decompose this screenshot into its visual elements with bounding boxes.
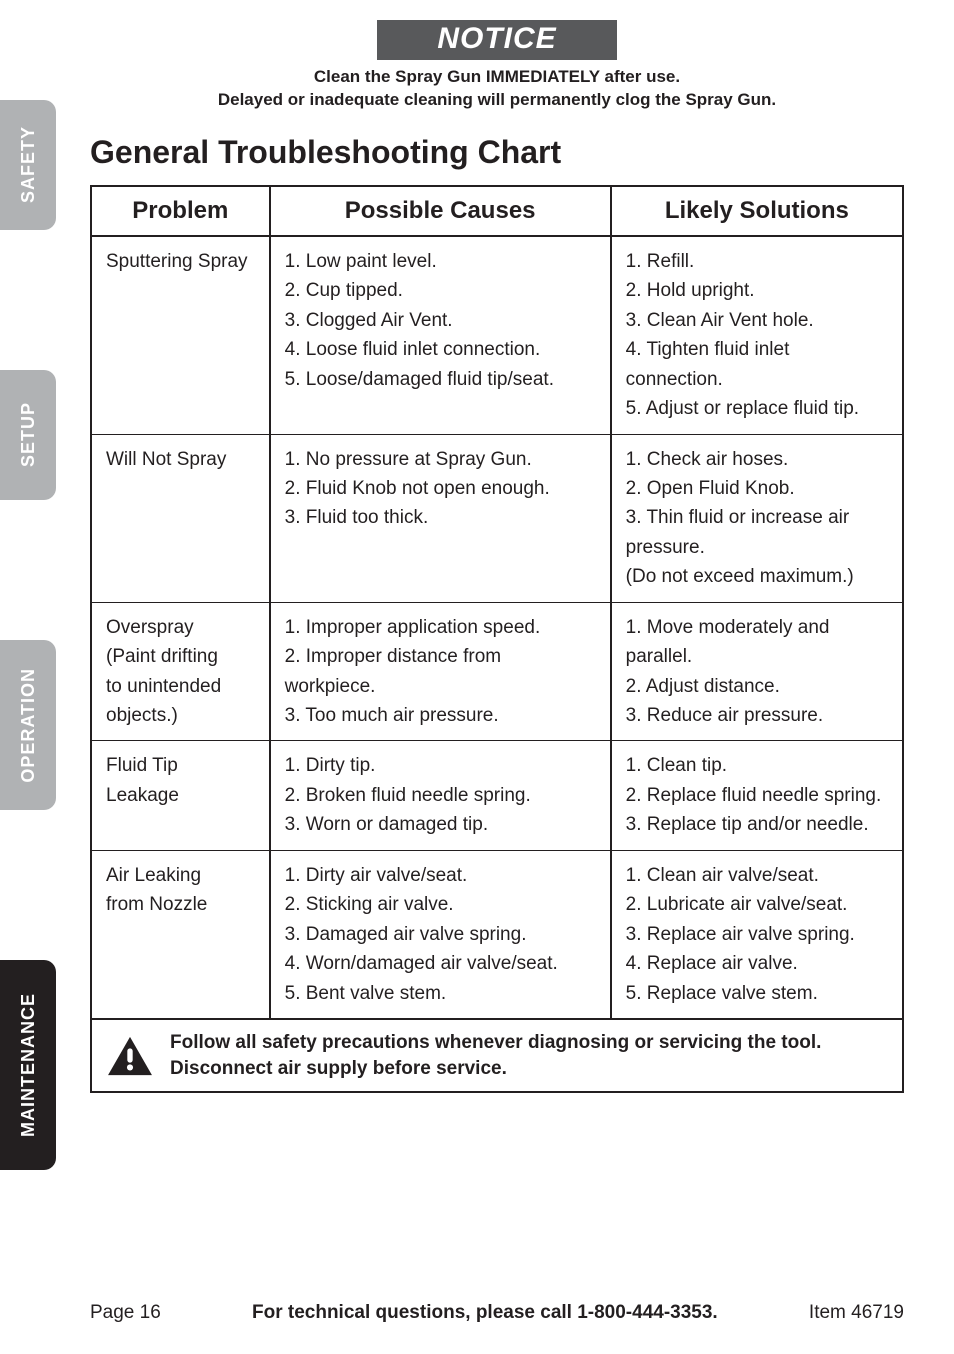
table-row: Will Not Spray 1. No pressure at Spray G… xyxy=(91,434,903,602)
page-content: NOTICE Clean the Spray Gun IMMEDIATELY a… xyxy=(90,20,904,1093)
sidebar-tab-label: MAINTENANCE xyxy=(18,993,39,1137)
cell-solutions: 1. Clean tip. 2. Replace fluid needle sp… xyxy=(611,741,903,850)
th-problem: Problem xyxy=(91,186,270,236)
notice-banner: NOTICE Clean the Spray Gun IMMEDIATELY a… xyxy=(90,20,904,112)
notice-line1: Clean the Spray Gun IMMEDIATELY after us… xyxy=(314,67,680,86)
footer-item-number: Item 46719 xyxy=(809,1302,904,1324)
cell-problem: Overspray (Paint drifting to unintended … xyxy=(91,602,270,741)
warning-row: Follow all safety precautions whenever d… xyxy=(91,1019,903,1092)
sidebar-tab-label: OPERATION xyxy=(18,668,39,783)
sidebar-tab-safety[interactable]: SAFETY xyxy=(0,100,56,230)
cell-causes: 1. Dirty tip. 2. Broken fluid needle spr… xyxy=(270,741,611,850)
cell-problem: Sputtering Spray xyxy=(91,236,270,434)
cell-solutions: 1. Move moderately and parallel. 2. Adju… xyxy=(611,602,903,741)
cell-problem: Fluid Tip Leakage xyxy=(91,741,270,850)
cell-problem: Air Leaking from Nozzle xyxy=(91,850,270,1019)
footer-center-text: For technical questions, please call 1-8… xyxy=(252,1302,718,1324)
sidebar-tab-label: SETUP xyxy=(18,402,39,467)
table-header-row: Problem Possible Causes Likely Solutions xyxy=(91,186,903,236)
page-title: General Troubleshooting Chart xyxy=(90,134,904,171)
th-solutions: Likely Solutions xyxy=(611,186,903,236)
troubleshooting-table: Problem Possible Causes Likely Solutions… xyxy=(90,185,904,1093)
cell-causes: 1. No pressure at Spray Gun. 2. Fluid Kn… xyxy=(270,434,611,602)
sidebar-tab-maintenance[interactable]: MAINTENANCE xyxy=(0,960,56,1170)
notice-text: Clean the Spray Gun IMMEDIATELY after us… xyxy=(90,66,904,112)
th-causes: Possible Causes xyxy=(270,186,611,236)
cell-causes: 1. Dirty air valve/seat. 2. Sticking air… xyxy=(270,850,611,1019)
footer-page-number: Page 16 xyxy=(90,1302,161,1324)
cell-solutions: 1. Check air hoses. 2. Open Fluid Knob. … xyxy=(611,434,903,602)
warning-icon xyxy=(106,1035,154,1077)
notice-line2: Delayed or inadequate cleaning will perm… xyxy=(218,90,776,109)
table-row: Fluid Tip Leakage 1. Dirty tip. 2. Broke… xyxy=(91,741,903,850)
warning-cell: Follow all safety precautions whenever d… xyxy=(91,1019,903,1092)
page-footer: Page 16 For technical questions, please … xyxy=(90,1302,904,1324)
cell-solutions: 1. Refill. 2. Hold upright. 3. Clean Air… xyxy=(611,236,903,434)
sidebar-tab-label: SAFETY xyxy=(18,126,39,203)
table-row: Sputtering Spray 1. Low paint level. 2. … xyxy=(91,236,903,434)
cell-causes: 1. Improper application speed. 2. Improp… xyxy=(270,602,611,741)
sidebar-tab-setup[interactable]: SETUP xyxy=(0,370,56,500)
table-row: Overspray (Paint drifting to unintended … xyxy=(91,602,903,741)
sidebar-tab-operation[interactable]: OPERATION xyxy=(0,640,56,810)
table-row: Air Leaking from Nozzle 1. Dirty air val… xyxy=(91,850,903,1019)
notice-flag: NOTICE xyxy=(377,20,616,60)
warning-text: Follow all safety precautions whenever d… xyxy=(170,1030,888,1081)
cell-causes: 1. Low paint level. 2. Cup tipped. 3. Cl… xyxy=(270,236,611,434)
cell-problem: Will Not Spray xyxy=(91,434,270,602)
cell-solutions: 1. Clean air valve/seat. 2. Lubricate ai… xyxy=(611,850,903,1019)
